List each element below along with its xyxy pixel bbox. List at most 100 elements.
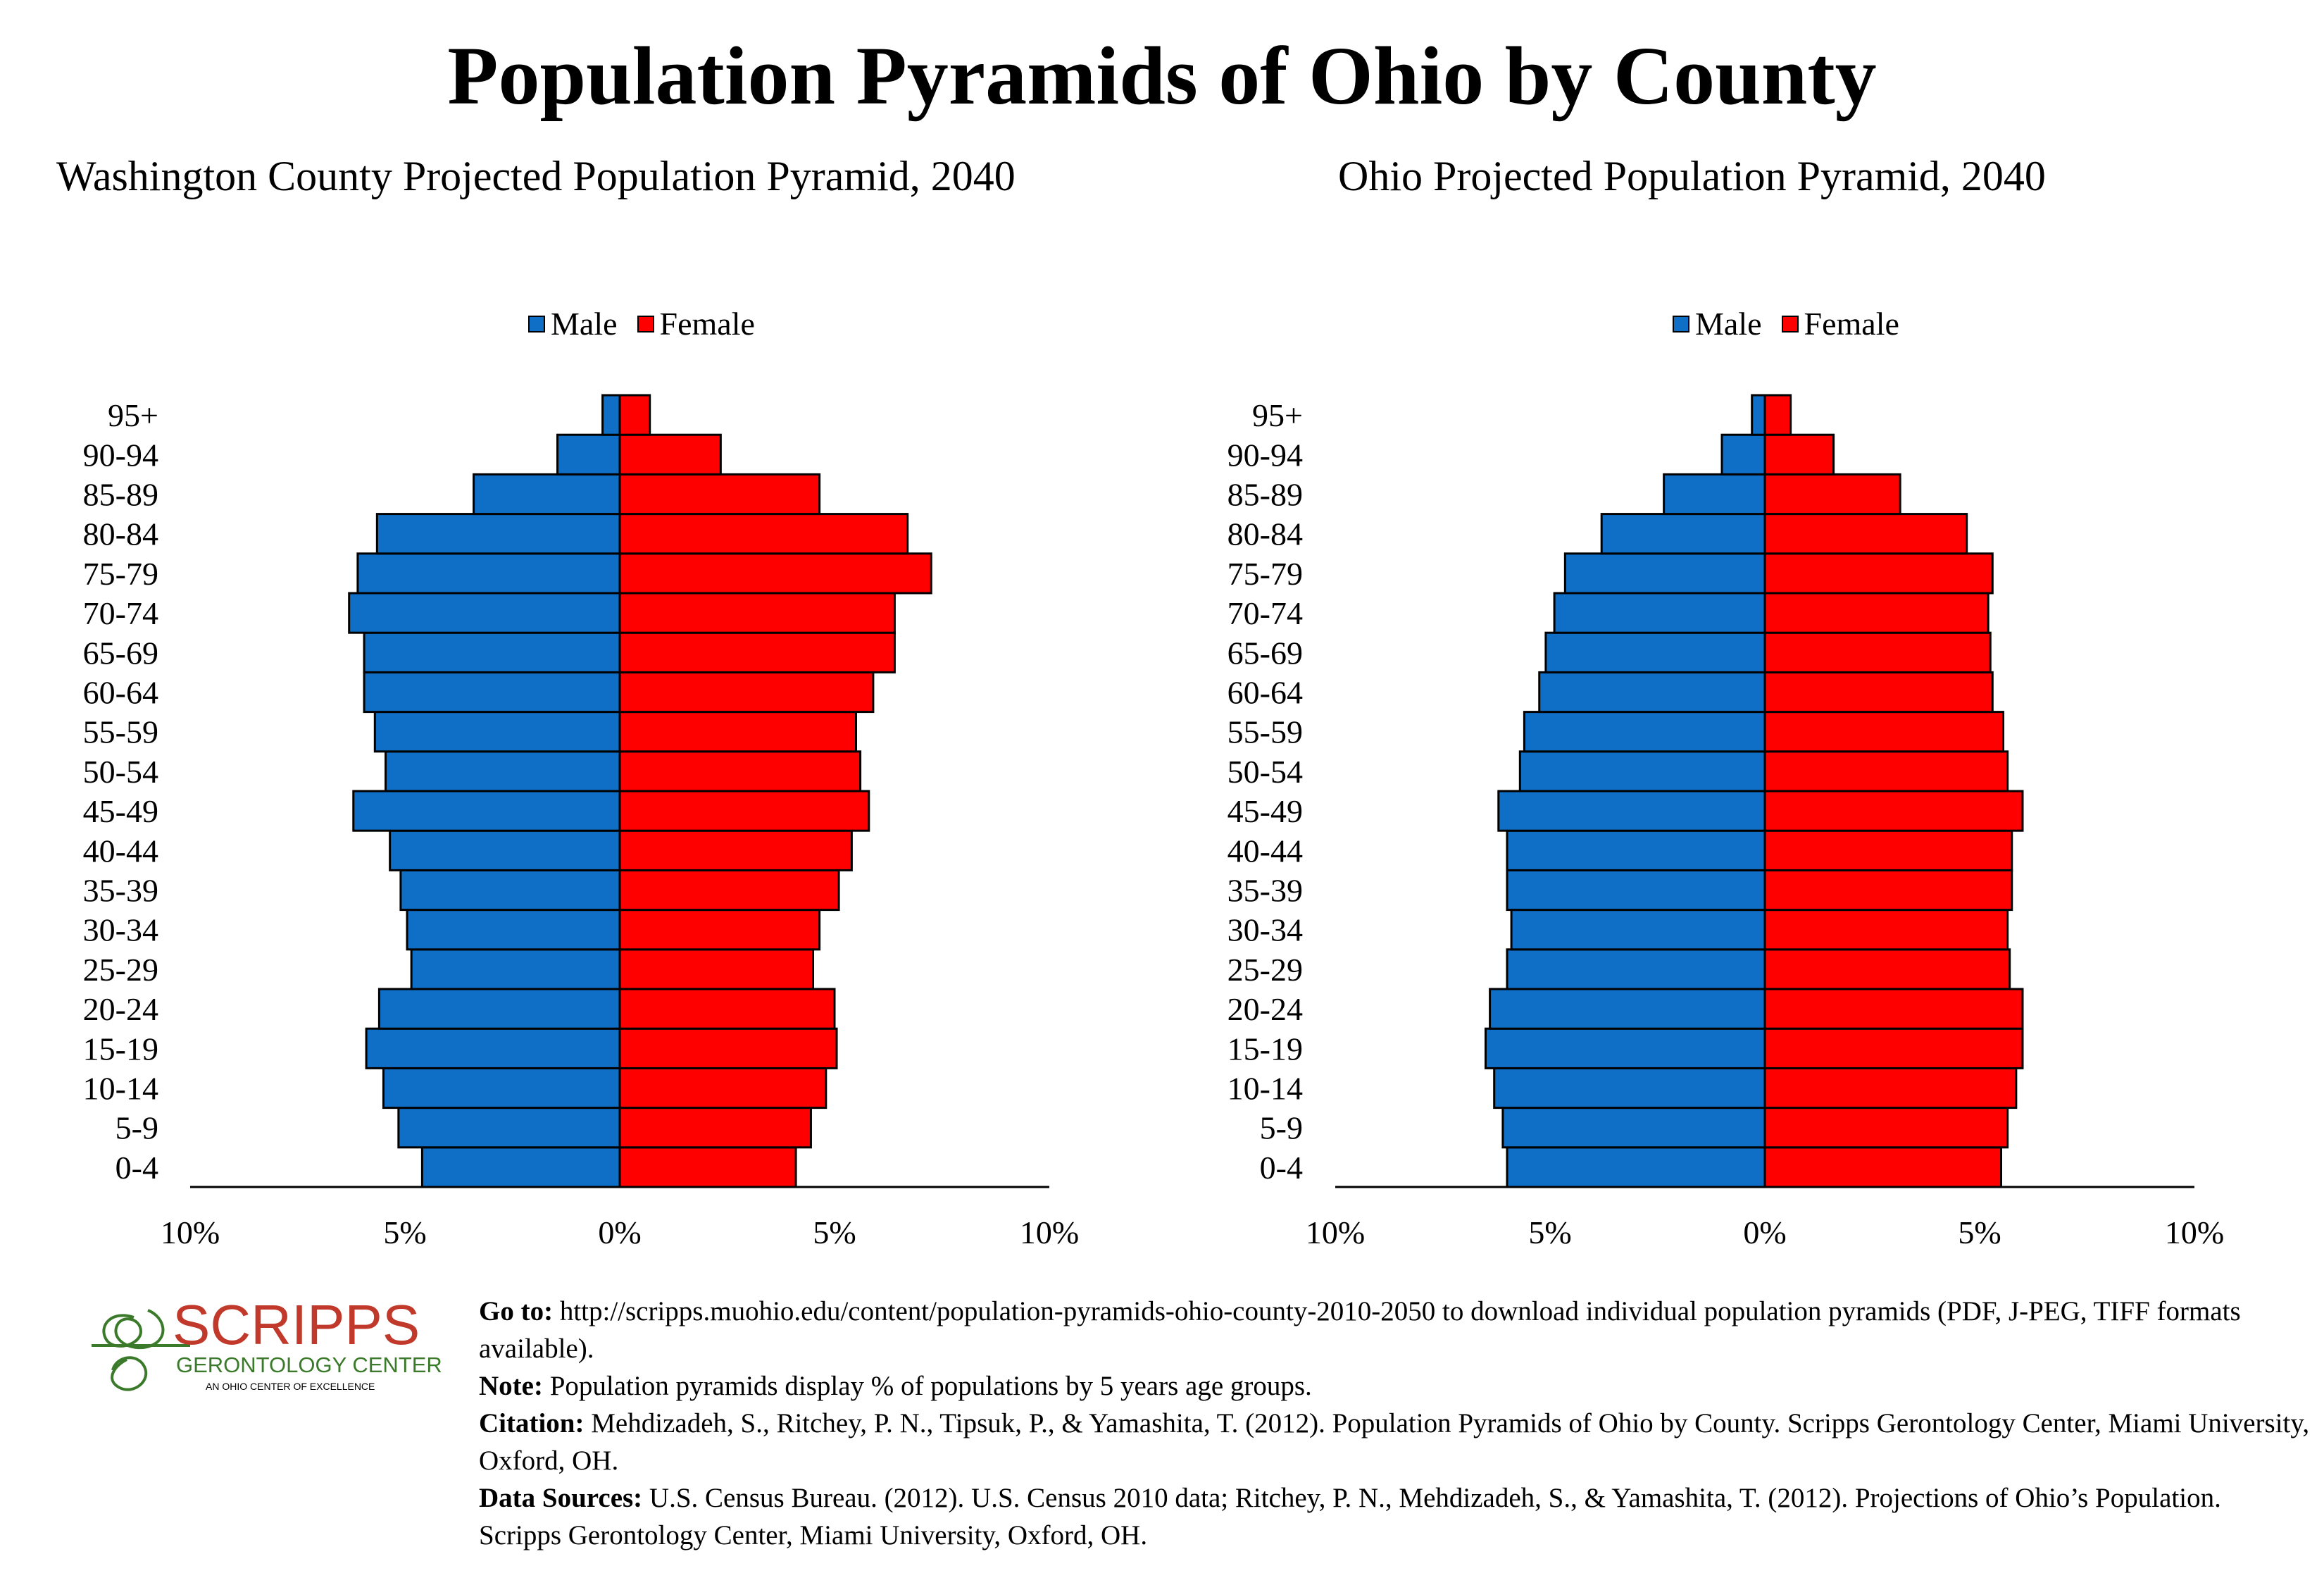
x-tick-label: 10% <box>1306 1214 1365 1250</box>
bar-female-25-29 <box>1763 948 2011 990</box>
age-label: 95+ <box>108 397 158 433</box>
bar-female-40-44 <box>1763 829 2013 871</box>
age-label: 35-39 <box>83 873 158 909</box>
washington-chart-title: Washington County Projected Population P… <box>56 153 1016 199</box>
age-label: 65-69 <box>1227 635 1303 671</box>
age-label: 60-64 <box>1227 675 1303 711</box>
bar-female-75-79 <box>618 552 932 595</box>
age-label: 55-59 <box>1227 714 1303 750</box>
bar-female-70-74 <box>1763 592 1989 634</box>
citation-label: Citation: <box>479 1408 585 1438</box>
bar-female-70-74 <box>618 592 896 634</box>
bar-female-10-14 <box>618 1067 827 1110</box>
bar-female-30-34 <box>1763 909 2009 951</box>
age-label: 25-29 <box>83 952 158 988</box>
bar-female-5-9 <box>1763 1107 2009 1149</box>
x-tick-label: 0% <box>598 1214 641 1250</box>
bar-male-30-34 <box>1510 909 1766 951</box>
x-tick-label: 10% <box>161 1214 220 1250</box>
age-label: 25-29 <box>1227 952 1303 988</box>
footer-sources: Data Sources: U.S. Census Bureau. (2012)… <box>479 1479 2310 1554</box>
legend-label-female: Female <box>659 306 755 342</box>
age-label: 90-94 <box>83 437 158 473</box>
bar-female-80-84 <box>618 513 909 555</box>
bar-female-55-59 <box>618 711 857 753</box>
bar-male-40-44 <box>1506 829 1766 871</box>
page-title: Population Pyramids of Ohio by County <box>447 30 1877 122</box>
x-tick-label: 10% <box>1020 1214 1079 1250</box>
goto-text: http://scripps.muohio.edu/content/popula… <box>479 1296 2241 1364</box>
age-label: 75-79 <box>1227 556 1303 592</box>
ohio-chart-title: Ohio Projected Population Pyramid, 2040 <box>1338 153 2046 199</box>
swirl-icon <box>92 1309 190 1391</box>
bar-female-0-4 <box>1763 1146 2002 1188</box>
x-tick-label: 0% <box>1743 1214 1786 1250</box>
age-label: 15-19 <box>83 1031 158 1067</box>
footer-citation: Citation: Mehdizadeh, S., Ritchey, P. N.… <box>479 1405 2310 1479</box>
age-label: 40-44 <box>1227 833 1303 869</box>
age-label: 85-89 <box>83 477 158 513</box>
bar-male-70-74 <box>1553 592 1766 634</box>
age-label: 0-4 <box>1260 1150 1303 1186</box>
age-label: 50-54 <box>83 754 158 790</box>
bar-female-65-69 <box>1763 631 1992 673</box>
age-label: 75-79 <box>83 556 158 592</box>
age-label: 65-69 <box>83 635 158 671</box>
age-label: 20-24 <box>1227 991 1303 1027</box>
age-label: 35-39 <box>1227 873 1303 909</box>
age-label: 45-49 <box>83 793 158 829</box>
bar-female-20-24 <box>1763 988 2024 1030</box>
logo-subtitle: GERONTOLOGY CENTER <box>176 1353 442 1377</box>
age-label: 30-34 <box>1227 912 1303 948</box>
bar-male-90-94 <box>1720 433 1766 476</box>
bar-female-10-14 <box>1763 1067 2018 1110</box>
age-label: 70-74 <box>83 595 158 631</box>
bar-female-20-24 <box>618 988 836 1030</box>
legend-swatch-female <box>1781 316 1799 332</box>
bar-female-75-79 <box>1763 552 1994 595</box>
x-tick-label: 5% <box>1958 1214 2001 1250</box>
age-label: 30-34 <box>83 912 158 948</box>
washington-legend: Male Female <box>528 303 775 345</box>
bar-female-90-94 <box>1763 433 1835 476</box>
bar-male-0-4 <box>1506 1146 1766 1188</box>
x-tick-label: 5% <box>383 1214 426 1250</box>
age-label: 40-44 <box>83 833 158 869</box>
logo-tagline: AN OHIO CENTER OF EXCELLENCE <box>206 1381 375 1392</box>
bar-female-40-44 <box>618 829 853 871</box>
age-label: 10-14 <box>1227 1071 1303 1107</box>
bar-male-55-59 <box>373 711 621 753</box>
bar-male-65-69 <box>1544 631 1766 673</box>
age-label: 10-14 <box>83 1071 158 1107</box>
age-label: 50-54 <box>1227 754 1303 790</box>
legend-swatch-male <box>1673 316 1689 332</box>
bar-male-35-39 <box>1506 869 1766 912</box>
bar-male-90-94 <box>556 433 621 476</box>
bar-female-30-34 <box>618 909 821 951</box>
legend-label-female: Female <box>1804 306 1899 342</box>
age-label: 80-84 <box>1227 516 1303 552</box>
bar-female-35-39 <box>1763 869 2013 912</box>
bar-female-25-29 <box>618 948 814 990</box>
legend-swatch-female <box>637 316 654 332</box>
logo-name: SCRIPPS <box>173 1293 420 1356</box>
x-tick-label: 5% <box>1528 1214 1571 1250</box>
bar-female-95+ <box>618 394 651 436</box>
note-text: Population pyramids display % of populat… <box>549 1371 1312 1401</box>
scripps-logo: SCRIPPS GERONTOLOGY CENTER AN OHIO CENTE… <box>92 1293 442 1392</box>
bar-male-40-44 <box>389 829 621 871</box>
age-label: 55-59 <box>83 714 158 750</box>
legend-label-male: Male <box>551 306 618 342</box>
legend-swatch-male <box>528 316 545 332</box>
bar-female-45-49 <box>618 790 870 832</box>
bar-male-10-14 <box>1493 1067 1766 1110</box>
bar-male-45-49 <box>1497 790 1766 832</box>
bar-female-85-89 <box>618 473 821 516</box>
bar-female-55-59 <box>1763 711 2005 753</box>
age-label: 80-84 <box>83 516 158 552</box>
bar-male-15-19 <box>1485 1027 1766 1069</box>
age-label: 0-4 <box>115 1150 158 1186</box>
bar-male-75-79 <box>1563 552 1766 595</box>
bar-female-85-89 <box>1763 473 1901 516</box>
legend-item-female: Female <box>1781 304 1899 344</box>
